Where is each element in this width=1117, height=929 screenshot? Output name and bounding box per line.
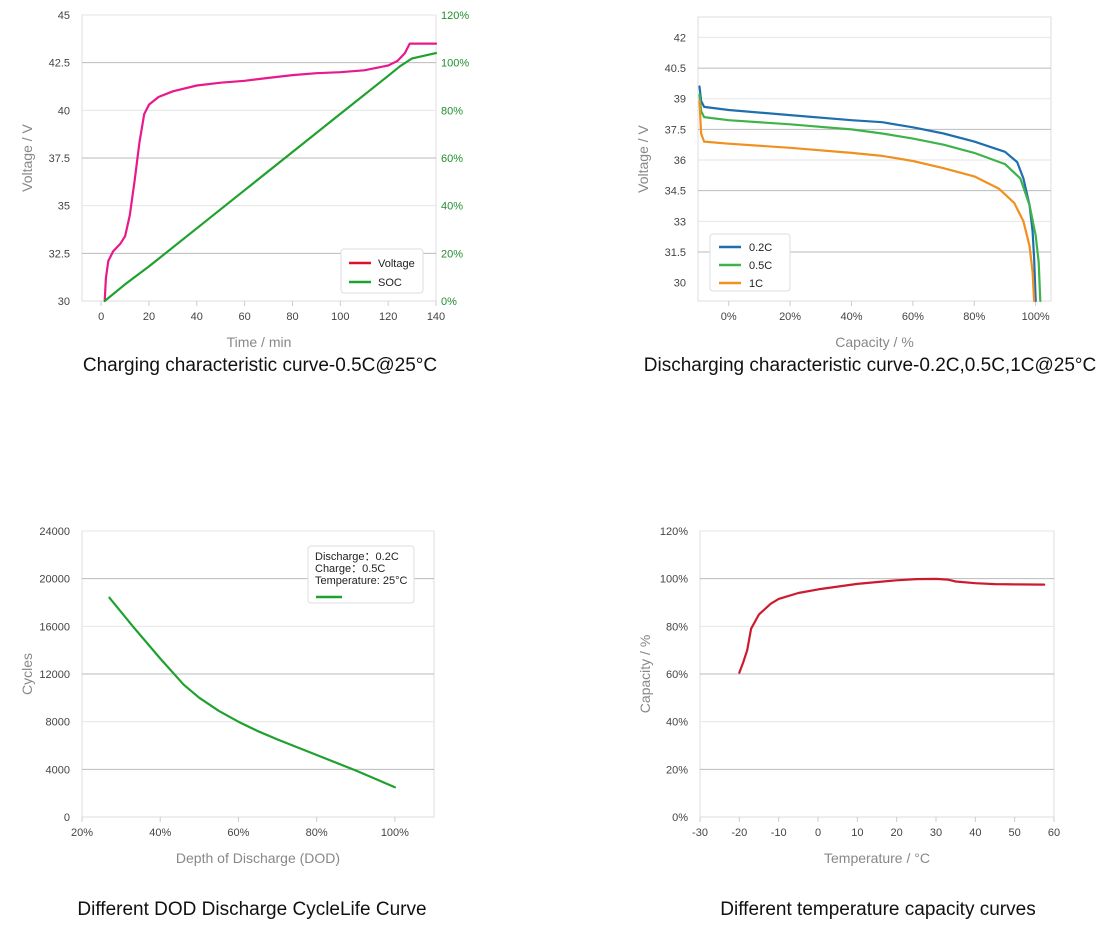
x-tick-label: 40 (191, 311, 203, 323)
x-tick-label: 60 (239, 311, 251, 323)
legend-label: 1C (749, 278, 763, 290)
y-tick-label: 45 (58, 10, 70, 22)
chart-4-caption: Different temperature capacity curves (720, 899, 1036, 920)
legend-label: Discharge：0.2C (315, 551, 399, 563)
x-tick-label: 0 (98, 311, 104, 323)
series-line-voltage (103, 42, 438, 303)
x-tick-label: 40% (149, 827, 171, 839)
y-tick-label: 0 (64, 812, 70, 824)
chart-3-caption: Different DOD Discharge CycleLife Curve (77, 899, 427, 920)
legend-label: SOC (378, 277, 402, 289)
series-line-1 (738, 577, 1046, 674)
y-tick-label: 60% (666, 669, 688, 681)
x-axis-title: Temperature / °C (824, 850, 930, 866)
y2-tick-label: 60% (441, 153, 463, 165)
x-axis-title: Time / min (227, 334, 292, 350)
y-tick-label: 4000 (46, 764, 70, 776)
x-tick-label: 20% (779, 311, 801, 323)
y-tick-label: 35 (58, 201, 70, 213)
legend-label: 0.5C (749, 260, 772, 272)
legend-box (307, 545, 415, 604)
chart-4: 0% 20% 40% 60% 80% 100% 120% -30 -20 -10 0 10 20 30 40… (637, 526, 1060, 866)
y2-tick-label: 100% (441, 58, 469, 70)
x-tick-label: 80 (286, 311, 298, 323)
y-tick-label: 34.5 (665, 186, 686, 198)
chart-2: 30 31.5 33 34.5 36 37.5 39 40.5 42 0% 20% 40% 60% 80%… (635, 16, 1052, 350)
y2-tick-label: 20% (441, 248, 463, 260)
x-axis-title: Depth of Discharge (DOD) (176, 850, 340, 866)
series-line-1 (108, 596, 396, 789)
x-tick-label: 20 (891, 827, 903, 839)
x-tick-label: 80% (963, 311, 985, 323)
x-tick-label: 120 (379, 311, 397, 323)
chart-3: 0 4000 8000 12000 16000 20000 24000 20% 40% 60% 80… (19, 526, 435, 866)
x-tick-label: -30 (692, 827, 708, 839)
y-tick-label: 33 (674, 216, 686, 228)
x-tick-label: 20 (143, 311, 155, 323)
x-tick-label: 100% (381, 827, 409, 839)
y-tick-label: 8000 (46, 717, 70, 729)
x-tick-label: 10 (851, 827, 863, 839)
y-tick-label: 32.5 (49, 248, 70, 260)
y2-tick-label: 0% (441, 296, 457, 308)
y-tick-label: 40% (666, 717, 688, 729)
y-tick-label: 20% (666, 764, 688, 776)
y-tick-label: 37.5 (665, 124, 686, 136)
y-tick-label: 120% (660, 526, 688, 538)
y-tick-label: 12000 (39, 669, 70, 681)
y2-tick-label: 40% (441, 201, 463, 213)
y-tick-label: 16000 (39, 621, 70, 633)
x-tick-label: 60 (1048, 827, 1060, 839)
x-tick-label: 0% (721, 311, 737, 323)
y-tick-label: 20000 (39, 574, 70, 586)
chart-1-caption: Charging characteristic curve-0.5C@25°C (82, 355, 438, 376)
x-tick-label: -20 (731, 827, 747, 839)
y-tick-label: 30 (58, 296, 70, 308)
y-tick-label: 0% (672, 812, 688, 824)
x-tick-label: 40% (840, 311, 862, 323)
legend-label: Voltage (378, 258, 415, 270)
x-tick-label: 100 (331, 311, 349, 323)
x-tick-label: 80% (306, 827, 328, 839)
x-tick-label: -10 (771, 827, 787, 839)
series-line-0-5c (698, 93, 1042, 303)
x-tick-label: 40 (969, 827, 981, 839)
plot-frame (697, 16, 1052, 302)
x-axis-title: Capacity / % (835, 334, 914, 350)
series-line-soc (103, 52, 438, 303)
x-tick-label: 0 (815, 827, 821, 839)
y-tick-label: 42.5 (49, 58, 70, 70)
y-tick-label: 30 (674, 278, 686, 290)
chart-1: 30 32.5 35 37.5 40 42.5 45 0% 20% 40% 60% 80% 100% 12… (19, 10, 469, 350)
y-tick-label: 100% (660, 574, 688, 586)
x-tick-label: 20% (71, 827, 93, 839)
legend-label: Temperature: 25°C (315, 575, 407, 587)
y-axis-title: Voltage / V (635, 124, 651, 192)
x-tick-label: 140 (427, 311, 445, 323)
y-tick-label: 39 (674, 94, 686, 106)
chart-2-caption: Discharging characteristic curve-0.2C,0.… (643, 355, 1097, 376)
y-tick-label: 24000 (39, 526, 70, 538)
y-tick-label: 40 (58, 105, 70, 117)
legend-label: 0.2C (749, 242, 772, 254)
y-tick-label: 42 (674, 32, 686, 44)
y-tick-label: 37.5 (49, 153, 70, 165)
x-tick-label: 100% (1022, 311, 1050, 323)
y2-tick-label: 120% (441, 10, 469, 22)
y-axis-title: Cycles (19, 653, 35, 695)
x-tick-label: 30 (930, 827, 942, 839)
y-tick-label: 40.5 (665, 63, 686, 75)
x-tick-label: 60% (227, 827, 249, 839)
y-tick-label: 36 (674, 155, 686, 167)
legend-label: Charge：0.5C (315, 563, 385, 575)
x-tick-label: 50 (1009, 827, 1021, 839)
series-line-1c (698, 99, 1036, 303)
x-tick-label: 60% (902, 311, 924, 323)
y2-tick-label: 80% (441, 105, 463, 117)
y-axis-title: Capacity / % (637, 635, 653, 714)
y-tick-label: 31.5 (665, 247, 686, 259)
y-tick-label: 80% (666, 621, 688, 633)
y-axis-title: Voltage / V (19, 123, 35, 191)
